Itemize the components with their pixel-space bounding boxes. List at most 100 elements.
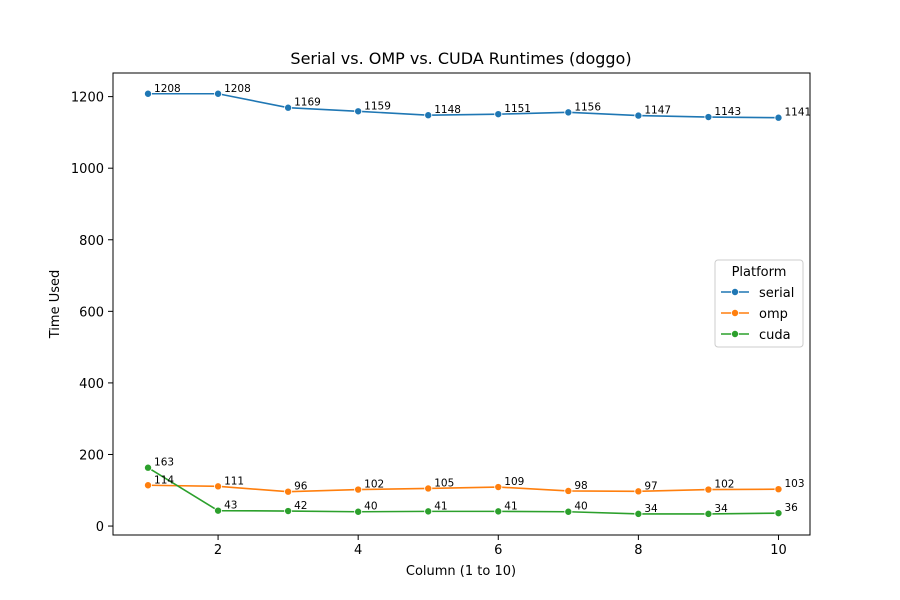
legend-item-serial: serial <box>721 286 794 301</box>
data-point-cuda <box>564 507 573 516</box>
data-point-omp <box>354 485 363 494</box>
data-point-cuda <box>774 509 783 518</box>
y-tick-label: 200 <box>79 448 104 463</box>
legend-swatch-marker <box>731 287 740 296</box>
legend-box <box>714 259 804 348</box>
x-tick-label: 6 <box>494 543 502 558</box>
data-point-cuda <box>424 507 433 516</box>
data-label-omp: 109 <box>504 476 524 488</box>
y-tick-label: 0 <box>96 520 104 535</box>
series-line-serial <box>148 92 779 119</box>
data-label-omp: 97 <box>644 480 657 492</box>
data-point-serial <box>774 113 783 122</box>
data-point-serial <box>564 108 573 117</box>
x-tick-label: 10 <box>770 543 787 558</box>
y-tick-label: 800 <box>79 234 104 249</box>
data-point-serial <box>424 111 433 120</box>
data-label-serial: 1141 <box>784 107 811 119</box>
legend-swatch-marker <box>731 329 740 338</box>
data-point-serial <box>214 89 223 98</box>
data-label-cuda: 163 <box>154 457 174 469</box>
data-point-omp <box>494 483 503 492</box>
data-point-omp <box>424 484 433 493</box>
data-point-omp <box>774 485 783 494</box>
data-point-serial <box>354 107 363 116</box>
data-label-omp: 111 <box>224 475 244 487</box>
x-tick-label: 4 <box>354 543 362 558</box>
data-label-omp: 102 <box>364 479 384 491</box>
legend-label: cuda <box>759 328 791 343</box>
data-label-omp: 103 <box>784 478 804 490</box>
y-tick-label: 600 <box>79 305 104 320</box>
series-omp <box>144 481 783 496</box>
data-label-serial: 1159 <box>364 100 391 112</box>
data-point-cuda <box>354 507 363 516</box>
data-label-cuda: 34 <box>714 503 728 515</box>
legend-label: serial <box>759 286 794 301</box>
legend-title: Platform <box>732 265 787 280</box>
data-point-serial <box>634 111 643 120</box>
data-point-serial <box>494 110 503 119</box>
data-label-serial: 1143 <box>714 106 741 118</box>
x-axis: 2 4 6 8 10 <box>214 535 787 558</box>
data-label-omp: 98 <box>574 480 587 492</box>
y-tick-label: 400 <box>79 377 104 392</box>
data-point-cuda <box>634 509 643 518</box>
legend-item-cuda: cuda <box>721 328 791 343</box>
y-axis: 0 200 400 600 800 1000 1200 <box>71 91 113 535</box>
y-tick-label: 1200 <box>71 91 104 106</box>
data-label-serial: 1148 <box>434 104 461 116</box>
data-point-cuda <box>494 507 503 516</box>
data-label-serial: 1208 <box>154 83 181 95</box>
legend-item-omp: omp <box>721 307 788 322</box>
data-label-serial: 1151 <box>504 103 531 115</box>
data-label-cuda: 40 <box>574 501 587 513</box>
data-point-omp <box>634 487 643 496</box>
data-label-serial: 1147 <box>644 105 671 117</box>
data-point-serial <box>704 113 713 122</box>
plot-area-frame <box>112 72 811 536</box>
data-label-cuda: 43 <box>224 500 237 512</box>
data-label-omp: 102 <box>714 479 734 491</box>
data-label-omp: 96 <box>294 481 308 493</box>
data-point-serial <box>144 89 153 98</box>
data-label-serial: 1156 <box>574 101 601 113</box>
legend-label: omp <box>759 307 788 322</box>
y-tick-label: 1000 <box>71 162 104 177</box>
data-label-cuda: 42 <box>294 500 307 512</box>
data-point-cuda <box>214 506 223 515</box>
series-serial <box>144 89 783 122</box>
data-label-cuda: 41 <box>434 500 447 512</box>
data-label-cuda: 36 <box>784 502 798 514</box>
data-label-cuda: 34 <box>644 503 658 515</box>
x-axis-label: Column (1 to 10) <box>406 564 516 579</box>
y-axis-label: Time Used <box>48 270 63 340</box>
data-point-serial <box>284 103 293 112</box>
legend-swatch-marker <box>731 308 740 317</box>
series-line-omp <box>148 484 779 493</box>
data-point-omp <box>144 481 153 490</box>
data-point-cuda <box>704 509 713 518</box>
data-point-cuda <box>144 463 153 472</box>
data-label-omp: 114 <box>154 474 174 486</box>
data-label-omp: 105 <box>434 477 454 489</box>
data-label-cuda: 40 <box>364 501 377 513</box>
series-line-cuda <box>147 467 779 515</box>
x-tick-label: 2 <box>214 543 222 558</box>
chart-title: Serial vs. OMP vs. CUDA Runtimes (doggo) <box>290 49 631 68</box>
legend-items: serial omp cuda <box>721 286 794 343</box>
series-layer <box>144 89 783 518</box>
data-point-omp <box>214 482 223 491</box>
data-point-omp <box>704 485 713 494</box>
data-point-omp <box>564 486 573 495</box>
series-cuda <box>144 463 783 518</box>
data-point-cuda <box>284 507 293 516</box>
data-point-omp <box>284 487 293 496</box>
legend: Platform serial omp cuda <box>714 259 804 348</box>
data-label-cuda: 41 <box>504 500 517 512</box>
x-tick-label: 8 <box>634 543 642 558</box>
data-label-serial: 1169 <box>294 97 321 109</box>
data-label-serial: 1208 <box>224 83 251 95</box>
